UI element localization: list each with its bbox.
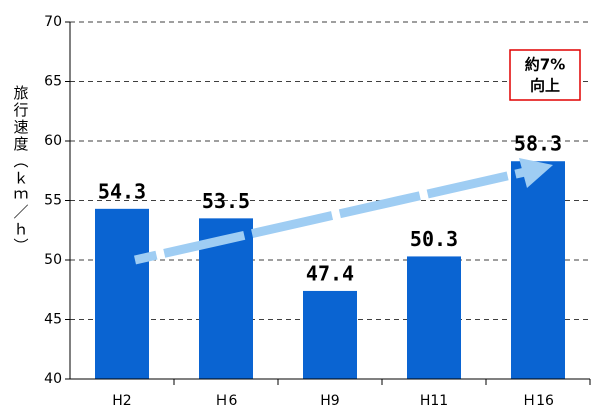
value-label: 47.4 [306,261,354,285]
bar [407,256,461,379]
y-tick-label: 50 [44,252,62,268]
x-tick-label: H9 [320,393,339,409]
value-label: 50.3 [410,227,458,251]
annotation-box [509,49,581,101]
bar [303,290,357,379]
x-tick-label: Ｈ6 [215,393,238,409]
y-tick-label: 65 [44,74,62,90]
annotation-text: 向上 [530,77,560,95]
x-tick-label: H2 [112,393,131,409]
y-tick-label: 45 [44,312,62,328]
annotation-text: 約7% [525,56,565,74]
bar [95,208,149,379]
x-tick-label: H11 [420,393,448,409]
y-tick-label: 60 [44,133,62,149]
y-axis-label: 旅行速度（ｋｍ／ｈ） [12,85,30,255]
bar [511,161,565,379]
value-label: 58.3 [514,132,562,156]
y-tick-label: 70 [44,14,62,30]
value-label: 54.3 [98,179,146,203]
y-tick-label: 40 [44,371,62,387]
value-label: 53.5 [202,189,250,213]
trend-arrow [134,167,526,265]
y-tick-label: 55 [44,193,62,209]
trend-arrow-head [519,158,553,188]
x-tick-label: Ｈ16 [522,393,554,409]
